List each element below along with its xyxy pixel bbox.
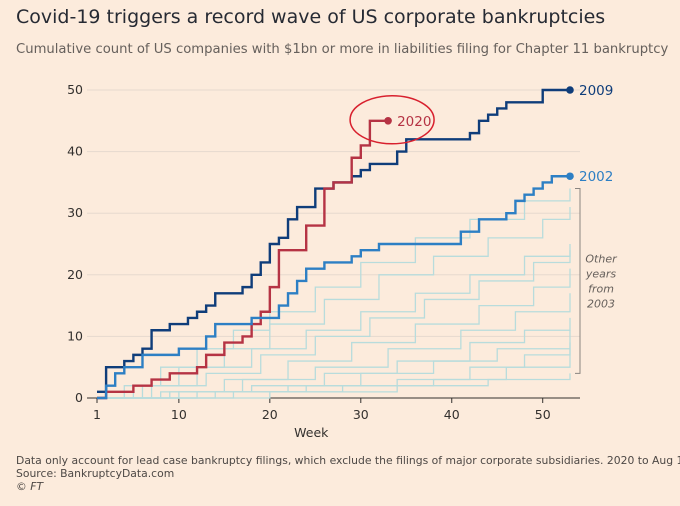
chart-footer: Data only account for lead case bankrupt… (16, 454, 680, 493)
series-label-2009: 2009 (579, 83, 613, 99)
y-tick-label-20: 20 (67, 267, 83, 282)
series-line-2020 (97, 119, 389, 400)
y-tick-label-30: 30 (67, 205, 83, 220)
series-label-2002: 2002 (579, 169, 613, 185)
y-tick-label-40: 40 (67, 144, 83, 159)
other-years-annotation-line-1: Other (585, 252, 618, 265)
other-years-annotation-line-4: 2003 (587, 297, 615, 310)
x-axis-label: Week (294, 425, 329, 440)
other-years-annotation-line-2: years (585, 267, 617, 280)
y-tick-label-50: 50 (67, 82, 83, 97)
step-line-chart: 0 10 20 30 40 50 1 10 20 30 40 50 Week 2009 2020 2002 O… (67, 82, 618, 440)
series-end-marker-2002 (566, 172, 574, 181)
footnote: Data only account for lead case bankrupt… (16, 454, 680, 467)
source-note: Source: BankruptcyData.com (16, 467, 175, 480)
other-years-lines (97, 188, 571, 399)
other-year-line-3 (97, 244, 571, 399)
highlighted-lines (97, 86, 574, 400)
series-labels: 2009 2020 2002 Other years from 2003 (349, 83, 618, 374)
copyright-note: © FT (16, 480, 44, 493)
chart-subtitle: Cumulative count of US companies with $1… (16, 42, 669, 57)
axes: 0 10 20 30 40 50 1 10 20 30 40 50 Week (67, 82, 580, 440)
x-tick-label-30: 30 (353, 407, 369, 422)
series-line-2009 (97, 88, 570, 394)
x-tick-label-20: 20 (262, 407, 278, 422)
chart-title: Covid-19 triggers a record wave of US co… (16, 6, 606, 28)
other-years-annotation-line-3: from (588, 282, 614, 295)
x-tick-label-10: 10 (171, 407, 187, 422)
x-tick-label-1: 1 (93, 407, 101, 422)
highlight-circle-2020 (349, 95, 435, 145)
series-end-marker-2020 (384, 117, 392, 125)
series-label-2020: 2020 (397, 114, 431, 130)
other-year-line-8 (97, 330, 571, 399)
other-year-line-6 (97, 293, 571, 399)
other-year-line-11 (97, 373, 571, 399)
y-tick-label-10: 10 (67, 328, 83, 343)
series-end-marker-2009 (566, 86, 574, 94)
other-year-line-9 (97, 342, 571, 399)
x-tick-label-50: 50 (535, 407, 551, 422)
y-tick-label-0: 0 (75, 390, 83, 405)
other-years-bracket (575, 188, 581, 374)
other-year-line-2 (97, 207, 571, 399)
x-tick-label-40: 40 (444, 407, 460, 422)
other-year-line-4 (97, 250, 571, 399)
series-line-2002 (97, 175, 570, 400)
